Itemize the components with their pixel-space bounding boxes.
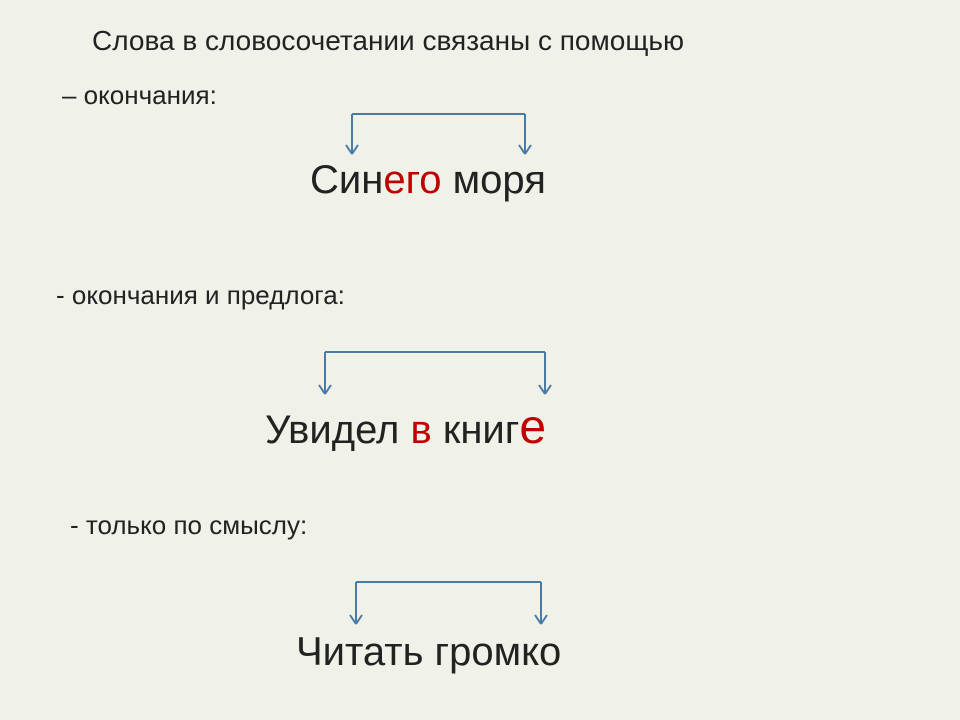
section-label: - только по смыслу:: [70, 510, 307, 541]
slide: Слова в словосочетании связаны с помощью…: [0, 0, 960, 720]
dependency-arrow: [296, 578, 606, 628]
word-part: Увидел: [265, 408, 410, 452]
section-label: - окончания и предлога:: [56, 280, 345, 311]
highlighted-ending: его: [383, 158, 441, 202]
dependency-arrow: [310, 110, 570, 158]
example-phrase: Читать громко: [296, 630, 561, 675]
word-part: Син: [310, 158, 383, 202]
page-title: Слова в словосочетании связаны с помощью: [92, 25, 684, 57]
dependency-arrow: [265, 348, 595, 398]
word-part: Читать громко: [296, 630, 561, 674]
example-phrase: Увидел в книге: [265, 400, 546, 455]
example-phrase: Синего моря: [310, 158, 546, 203]
highlighted-ending: е: [519, 401, 546, 454]
word-part: моря: [442, 158, 546, 202]
highlighted-ending: в: [410, 408, 431, 452]
word-part: книг: [432, 408, 520, 452]
section-label: – окончания:: [62, 80, 217, 111]
